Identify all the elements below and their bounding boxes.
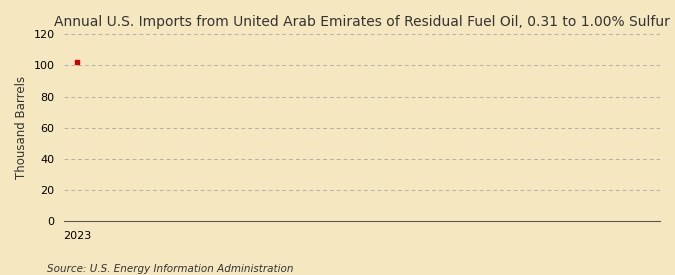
Title: Annual U.S. Imports from United Arab Emirates of Residual Fuel Oil, 0.31 to 1.00: Annual U.S. Imports from United Arab Emi… [54,15,670,29]
Text: Source: U.S. Energy Information Administration: Source: U.S. Energy Information Administ… [47,264,294,274]
Y-axis label: Thousand Barrels: Thousand Barrels [15,76,28,179]
